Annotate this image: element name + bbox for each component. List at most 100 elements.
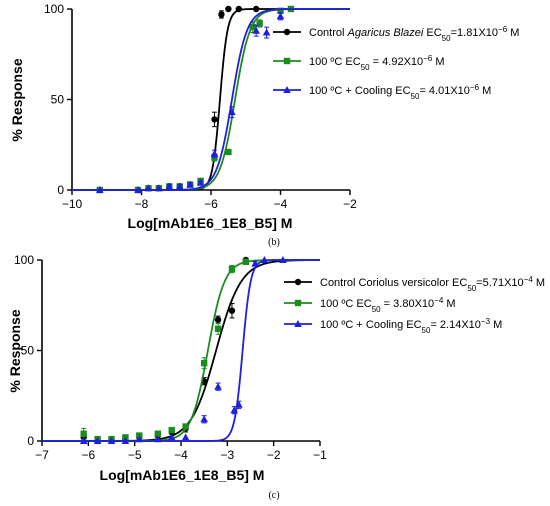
data-point — [214, 382, 222, 390]
plot-area: −7 −6 −5 −4 −3 −2 −1 0 50 100 — [14, 253, 327, 462]
x-tick-label: −4 — [274, 197, 288, 211]
data-point — [252, 26, 260, 34]
x-tick-label: −7 — [35, 448, 49, 462]
y-tick-label: 0 — [57, 183, 64, 197]
x-axis-title: Log[mAb1E6_1E8_B5] M — [100, 467, 265, 483]
data-point — [167, 433, 176, 441]
data-point — [235, 5, 242, 13]
data-point — [262, 28, 271, 36]
fit-curve — [42, 259, 320, 442]
data-point — [218, 11, 225, 18]
data-point — [260, 256, 269, 263]
data-point — [211, 116, 218, 123]
x-tick-label: −10 — [62, 197, 83, 211]
data-point — [200, 359, 208, 367]
data-point — [230, 406, 239, 414]
data-point — [276, 12, 285, 20]
data-point — [256, 20, 263, 27]
data-point — [144, 184, 153, 192]
y-tick-label: 50 — [51, 93, 65, 107]
y-tick-label: 0 — [27, 434, 34, 448]
data-point — [225, 148, 232, 156]
x-axis-title: Log[mAb1E6_1E8_B5] M — [128, 215, 293, 231]
data-point — [154, 435, 162, 443]
x-tick-label: −2 — [343, 197, 357, 211]
legend-label: 100 ºC + Cooling EC50= 4.01X10−6 M — [309, 83, 491, 101]
legend-label: 100 ºC EC50 = 4.92X10−6 M — [309, 54, 445, 72]
series-3 — [72, 8, 350, 193]
series-3 — [42, 256, 320, 444]
x-tick-label: −6 — [81, 448, 95, 462]
x-tick-label: −5 — [128, 448, 142, 462]
data-point — [165, 182, 174, 190]
data-point — [79, 437, 88, 444]
y-tick-label: 50 — [21, 344, 35, 358]
x-tick-label: −6 — [204, 197, 218, 211]
y-axis-title: % Response — [7, 309, 23, 392]
fit-curve — [72, 8, 350, 191]
legend-marker — [294, 320, 302, 327]
data-point — [155, 184, 163, 192]
data-point — [225, 5, 232, 13]
data-point — [200, 415, 208, 423]
data-point — [135, 435, 144, 443]
y-axis-title: % Response — [9, 58, 25, 141]
x-tick-label: −8 — [135, 197, 149, 211]
legend-item-2: 100 ºC EC50 = 3.80X10−4 M — [284, 296, 456, 314]
legend-item-3: 100 ºC + Cooling EC50= 2.14X10−3 M — [284, 317, 502, 335]
legend: Control Agaricus Blazei EC50=1.81X10−6 M… — [273, 25, 519, 101]
x-tick-label: −2 — [267, 448, 281, 462]
legend-label: Control Coriolus versicolor EC50=5.71X10… — [320, 275, 545, 293]
series-1 — [42, 256, 320, 445]
data-point — [196, 178, 205, 186]
data-point — [279, 256, 287, 263]
legend-item-3: 100 ºC + Cooling EC50= 4.01X10−6 M — [273, 83, 491, 101]
legend-label: Control Agaricus Blazei EC50=1.81X10−6 M — [309, 25, 519, 43]
panel-caption: (b) — [268, 237, 280, 248]
legend-marker — [294, 299, 302, 307]
legend-marker — [294, 278, 302, 286]
data-point — [134, 186, 142, 193]
data-point — [175, 182, 184, 190]
legend-label: 100 ºC EC50 = 3.80X10−4 M — [320, 296, 456, 314]
legend-label: 100 ºC + Cooling EC50= 2.14X10−3 M — [320, 317, 502, 335]
data-point — [181, 433, 190, 441]
data-point — [93, 437, 102, 444]
data-point — [96, 186, 104, 193]
data-point — [168, 426, 175, 434]
legend: Control Coriolus versicolor EC50=5.71X10… — [284, 275, 545, 335]
data-point — [186, 180, 194, 188]
y-tick-label: 100 — [44, 2, 64, 16]
data-point — [228, 265, 236, 273]
data-point — [242, 258, 250, 266]
data-point — [228, 108, 236, 116]
data-point — [228, 307, 236, 314]
x-tick-label: −3 — [220, 448, 234, 462]
x-tick-label: −1 — [313, 448, 327, 462]
data-point — [252, 5, 260, 13]
data-point — [182, 423, 189, 430]
panel-caption: (c) — [268, 490, 279, 501]
legend-marker — [283, 28, 291, 36]
data-point — [80, 430, 87, 437]
series-2 — [42, 258, 320, 443]
fit-curve — [42, 259, 320, 442]
y-tick-label: 100 — [14, 253, 34, 267]
legend-item-2: 100 ºC EC50 = 4.92X10−6 M — [273, 54, 445, 72]
data-point — [235, 400, 243, 408]
fit-curve — [42, 259, 320, 442]
data-point — [214, 325, 222, 332]
data-point — [121, 437, 130, 444]
data-point — [277, 7, 284, 15]
legend-item-1: Control Agaricus Blazei EC50=1.81X10−6 M — [273, 25, 519, 43]
data-point — [251, 259, 259, 267]
data-point — [154, 430, 162, 437]
plot-area: −10 −8 −6 −4 −2 0 50 100 — [44, 2, 357, 211]
x-tick-label: −4 — [174, 448, 188, 462]
panel-b: −10 −8 −6 −4 −2 0 50 100 % Response Log[mAb1E6_… — [9, 2, 519, 248]
data-point — [214, 316, 222, 323]
data-point — [210, 149, 219, 157]
legend-item-1: Control Coriolus versicolor EC50=5.71X10… — [284, 275, 545, 293]
data-point — [249, 23, 256, 31]
